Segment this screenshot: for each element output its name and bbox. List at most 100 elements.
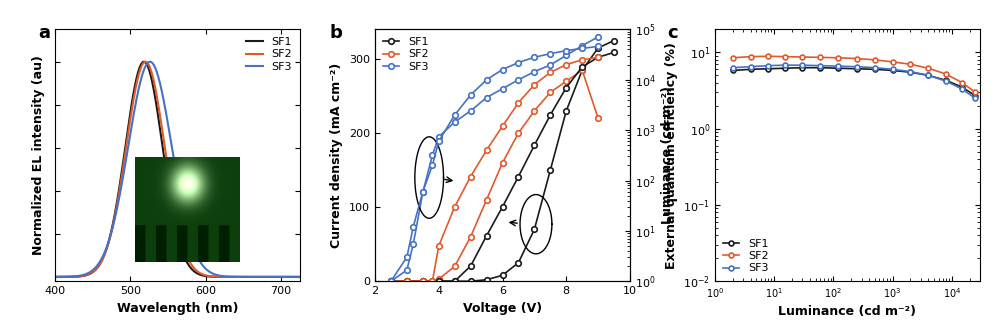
- SF3: [832, 64, 844, 68]
- SF1: [851, 67, 863, 71]
- SF3: [144, 60, 156, 64]
- SF1: [433, 279, 445, 283]
- SF3: [465, 109, 477, 113]
- SF3: [426, 153, 438, 157]
- SF3: [887, 67, 899, 71]
- SF1: [465, 279, 477, 283]
- SF2: [512, 131, 524, 135]
- SF2: [433, 277, 445, 281]
- SF1: [193, 272, 205, 276]
- SF2: [779, 55, 791, 59]
- SF1: [592, 46, 604, 50]
- SF3: [969, 96, 981, 100]
- SF1: [727, 68, 739, 72]
- SF2: [851, 57, 863, 60]
- SF1: [745, 67, 757, 71]
- Line: SF2: SF2: [730, 54, 978, 95]
- SF1: [940, 78, 952, 82]
- SF2: [139, 60, 151, 64]
- Line: SF3: SF3: [47, 62, 304, 277]
- Legend: SF1, SF2, SF3: SF1, SF2, SF3: [381, 35, 431, 74]
- SF3: [814, 64, 826, 68]
- Line: SF1: SF1: [47, 62, 304, 277]
- SF3: [193, 258, 205, 262]
- SF3: [779, 63, 791, 67]
- SF3: [904, 70, 916, 74]
- SF3: [745, 65, 757, 69]
- SF2: [956, 81, 968, 85]
- SF2: [592, 116, 604, 120]
- SF1: [956, 85, 968, 89]
- SF1: [138, 60, 150, 64]
- SF1: [235, 275, 247, 279]
- Text: b: b: [329, 25, 342, 43]
- SF1: [497, 273, 509, 277]
- SF1: [969, 94, 981, 98]
- SF3: [385, 279, 397, 283]
- SF2: [814, 55, 826, 59]
- SF3: [235, 275, 247, 279]
- SF1: [796, 66, 808, 70]
- X-axis label: Wavelength (nm): Wavelength (nm): [117, 301, 238, 315]
- SF3: [407, 242, 419, 246]
- SF2: [465, 235, 477, 239]
- SF3: [481, 95, 493, 99]
- SF3: [869, 66, 881, 70]
- SF3: [298, 275, 310, 279]
- SF1: [576, 68, 588, 72]
- SF2: [41, 275, 53, 279]
- SF3: [107, 223, 119, 227]
- SF2: [481, 198, 493, 202]
- SF1: [449, 279, 461, 283]
- SF2: [497, 161, 509, 165]
- SF2: [417, 279, 429, 283]
- SF2: [832, 56, 844, 60]
- SF3: [87, 268, 99, 272]
- SF2: [544, 90, 556, 94]
- SF2: [887, 60, 899, 64]
- Y-axis label: External quantum efficiency (%): External quantum efficiency (%): [665, 42, 678, 269]
- Line: SF3: SF3: [730, 63, 978, 101]
- SF1: [528, 227, 540, 231]
- SF2: [762, 54, 774, 58]
- SF1: [417, 279, 429, 283]
- SF2: [193, 270, 205, 274]
- Y-axis label: Normalized EL intensity (au): Normalized EL intensity (au): [32, 55, 45, 255]
- SF3: [528, 70, 540, 74]
- SF1: [832, 66, 844, 70]
- SF1: [107, 220, 119, 224]
- Line: SF3: SF3: [388, 34, 601, 284]
- SF2: [869, 58, 881, 62]
- Legend: SF1, SF2, SF3: SF1, SF2, SF3: [721, 237, 771, 276]
- SF1: [298, 275, 310, 279]
- SF3: [851, 65, 863, 69]
- SF2: [426, 279, 438, 283]
- SF1: [385, 279, 397, 283]
- SF3: [727, 66, 739, 70]
- Line: SF2: SF2: [47, 62, 304, 277]
- SF3: [560, 53, 572, 57]
- SF1: [608, 39, 620, 43]
- SF3: [512, 78, 524, 82]
- Line: SF2: SF2: [388, 67, 601, 284]
- SF3: [922, 73, 934, 77]
- Line: SF1: SF1: [388, 38, 617, 284]
- X-axis label: Voltage (V): Voltage (V): [463, 301, 542, 315]
- Y-axis label: Luminance (cd m⁻²): Luminance (cd m⁻²): [661, 86, 674, 224]
- SF1: [401, 279, 413, 283]
- X-axis label: Luminance (cd m⁻²): Luminance (cd m⁻²): [778, 305, 916, 318]
- SF2: [401, 279, 413, 283]
- SF3: [213, 274, 225, 278]
- SF1: [41, 275, 53, 279]
- SF3: [592, 35, 604, 39]
- SF2: [576, 68, 588, 72]
- SF1: [904, 70, 916, 74]
- SF1: [158, 154, 170, 158]
- SF1: [922, 73, 934, 77]
- SF3: [544, 63, 556, 67]
- Legend: SF1, SF2, SF3: SF1, SF2, SF3: [244, 35, 294, 74]
- SF2: [213, 275, 225, 279]
- SF3: [940, 79, 952, 83]
- SF2: [87, 270, 99, 274]
- SF2: [449, 265, 461, 268]
